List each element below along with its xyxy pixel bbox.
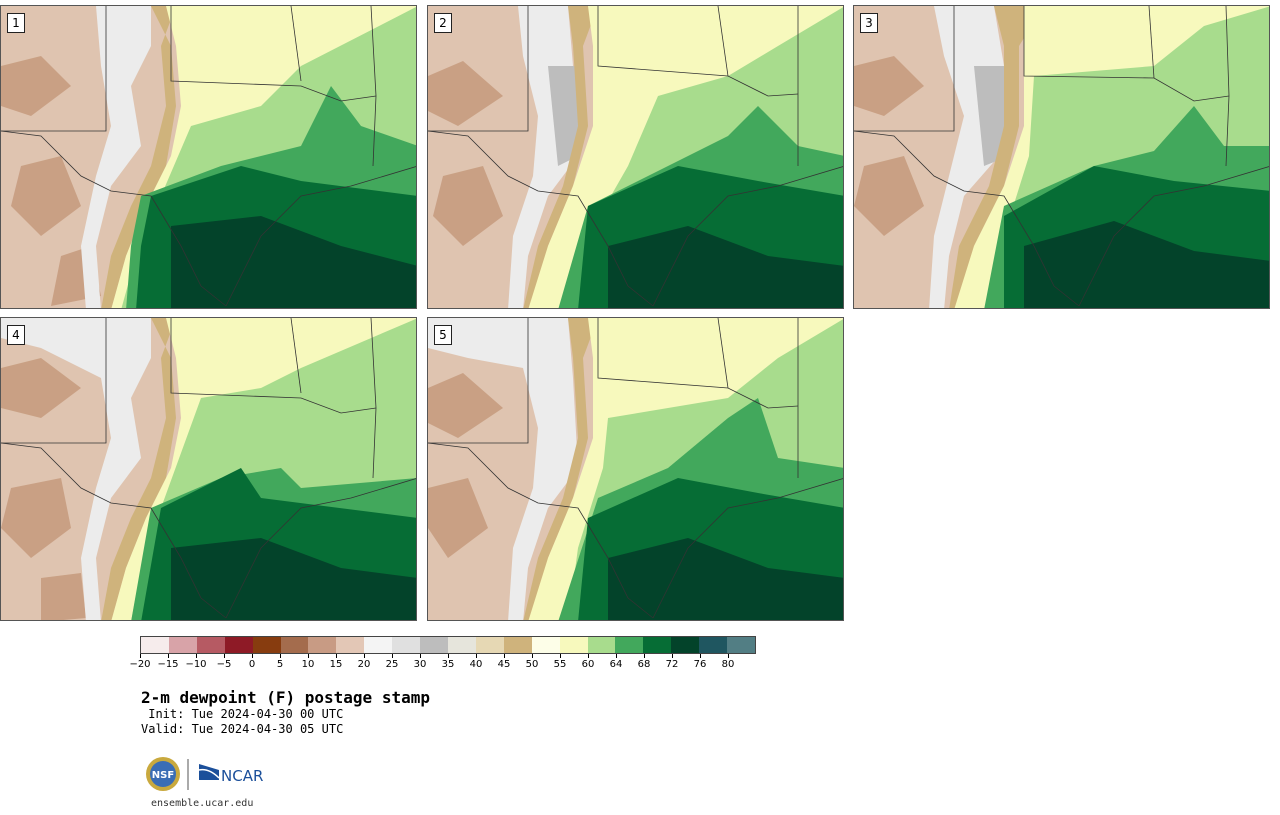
colorbar-tick-mark — [476, 654, 477, 658]
colorbar-ticks: −20 −15 −10 −5 0 5 10 15 20 25 30 35 40 45 50 55 60 64 68 7… — [129, 654, 756, 674]
colorbar-swatch — [559, 637, 588, 653]
colorbar-tick-label: 0 — [248, 659, 256, 670]
colorbar-swatch — [475, 637, 504, 653]
figure-title: 2-m dewpoint (F) postage stamp — [141, 688, 430, 707]
nsf-logo: NSF — [146, 757, 180, 791]
colorbar-swatch — [503, 637, 532, 653]
colorbar-swatch — [224, 637, 253, 653]
colorbar — [140, 636, 756, 654]
colorbar-swatch — [420, 637, 448, 653]
colorbar-swatch — [364, 637, 393, 653]
colorbar-tick-label: 5 — [276, 659, 284, 670]
colorbar-swatch — [141, 637, 169, 653]
panel-number: 1 — [7, 13, 25, 33]
colorbar-tick-mark — [168, 654, 169, 658]
member-panel-5: 5 — [427, 317, 844, 621]
colorbar-tick-mark — [532, 654, 533, 658]
dewpoint-map-3 — [854, 6, 1269, 308]
dewpoint-map-4 — [1, 318, 416, 620]
colorbar-tick-mark — [728, 654, 729, 658]
panel-number: 5 — [434, 325, 452, 345]
colorbar-tick-label: 64 — [609, 659, 623, 670]
dewpoint-map-2 — [428, 6, 843, 308]
colorbar-swatch — [168, 637, 197, 653]
colorbar-swatch — [392, 637, 421, 653]
colorbar-tick-label: 80 — [721, 659, 735, 670]
website-link[interactable]: ensemble.ucar.edu — [151, 798, 254, 809]
colorbar-tick-label: 55 — [553, 659, 567, 670]
colorbar-tick-label: 25 — [385, 659, 399, 670]
colorbar-tick-mark — [504, 654, 505, 658]
panel-number: 3 — [860, 13, 878, 33]
colorbar-tick-mark — [196, 654, 197, 658]
colorbar-tick-label: 30 — [413, 659, 427, 670]
colorbar-tick-mark — [308, 654, 309, 658]
ncar-logo: NCAR — [198, 764, 263, 785]
colorbar-swatch — [336, 637, 365, 653]
logo-block: NSF NCAR — [145, 756, 275, 796]
colorbar-tick-mark — [420, 654, 421, 658]
colorbar-swatch — [727, 637, 755, 653]
colorbar-tick-label: 60 — [581, 659, 595, 670]
colorbar-tick-label: 45 — [497, 659, 511, 670]
colorbar-swatch — [671, 637, 700, 653]
colorbar-tick-label: 76 — [693, 659, 707, 670]
colorbar-tick-mark — [140, 654, 141, 658]
panel-number: 4 — [7, 325, 25, 345]
colorbar-swatch — [252, 637, 281, 653]
colorbar-swatch — [699, 637, 728, 653]
colorbar-tick-label: −10 — [185, 659, 207, 670]
logos: NSF NCAR — [146, 757, 263, 791]
colorbar-tick-label: 50 — [525, 659, 539, 670]
colorbar-tick-mark — [336, 654, 337, 658]
colorbar-swatch — [615, 637, 644, 653]
init-time: Init: Tue 2024-04-30 00 UTC — [141, 707, 344, 721]
member-panel-3: 3 — [853, 5, 1270, 309]
colorbar-tick-mark — [700, 654, 701, 658]
colorbar-swatch — [531, 637, 560, 653]
colorbar-tick-mark — [224, 654, 225, 658]
colorbar-tick-label: 72 — [665, 659, 679, 670]
member-panel-4: 4 — [0, 317, 417, 621]
colorbar-tick-label: 10 — [301, 659, 315, 670]
colorbar-tick-mark — [392, 654, 393, 658]
colorbar-tick-mark — [364, 654, 365, 658]
colorbar-tick-label: 40 — [469, 659, 483, 670]
colorbar-swatch — [196, 637, 225, 653]
colorbar-tick-mark — [616, 654, 617, 658]
dewpoint-map-1 — [1, 6, 416, 308]
colorbar-tick-label: −15 — [157, 659, 179, 670]
colorbar-swatch — [587, 637, 616, 653]
ncar-logo-text: NCAR — [221, 767, 263, 785]
dewpoint-map-5 — [428, 318, 843, 620]
colorbar-tick-mark — [672, 654, 673, 658]
colorbar-tick-mark — [448, 654, 449, 658]
nsf-logo-text: NSF — [152, 770, 174, 781]
colorbar-tick-label: 35 — [441, 659, 455, 670]
colorbar-tick-mark — [252, 654, 253, 658]
colorbar-swatch — [643, 637, 672, 653]
member-panel-1: 1 — [0, 5, 417, 309]
colorbar-tick-mark — [588, 654, 589, 658]
colorbar-tick-label: 68 — [637, 659, 651, 670]
colorbar-tick-mark — [644, 654, 645, 658]
member-panel-2: 2 — [427, 5, 844, 309]
panel-number: 2 — [434, 13, 452, 33]
colorbar-tick-mark — [280, 654, 281, 658]
colorbar-swatch — [447, 637, 476, 653]
colorbar-swatch — [280, 637, 309, 653]
colorbar-tick-mark — [560, 654, 561, 658]
valid-time: Valid: Tue 2024-04-30 05 UTC — [141, 722, 344, 736]
colorbar-swatch — [308, 637, 337, 653]
colorbar-tick-label: −5 — [216, 659, 232, 670]
colorbar-tick-label: 15 — [329, 659, 343, 670]
colorbar-tick-label: 20 — [357, 659, 371, 670]
colorbar-tick-label: −20 — [129, 659, 151, 670]
